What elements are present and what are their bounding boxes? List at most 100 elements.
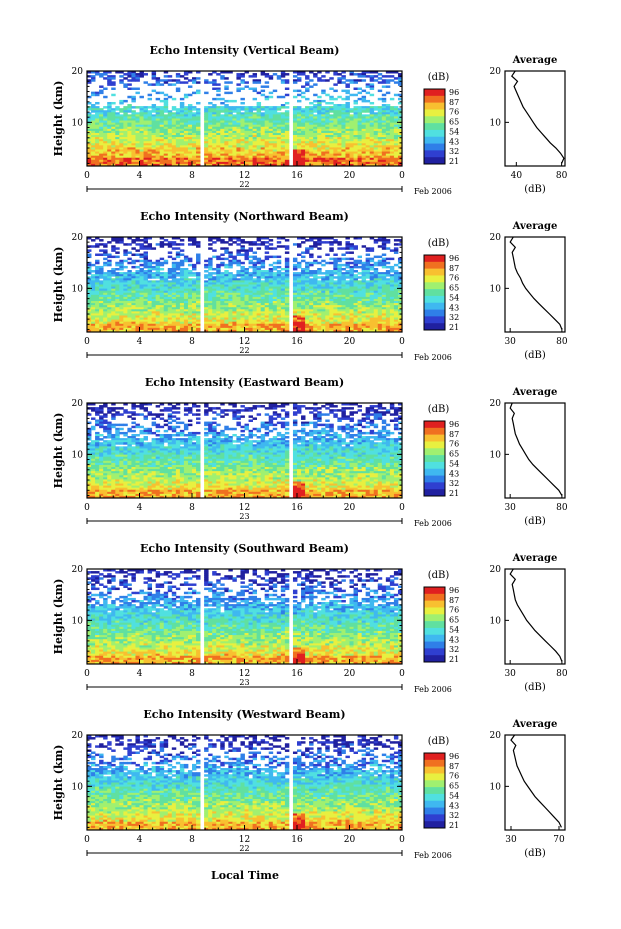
heatmap-cell [135,237,140,240]
heatmap-cell [135,301,140,304]
heatmap-cell [196,151,201,155]
heatmap-cell [236,155,241,159]
heatmap-cell [268,91,274,95]
heatmap-cell [99,282,104,285]
heatmap-cell [107,139,112,142]
heatmap-cell [103,126,108,130]
heatmap-cell [397,114,403,117]
heatmap-cell [103,294,108,298]
heatmap-cell [123,122,128,126]
heatmap-cell [280,315,286,318]
heatmap-cell [333,114,338,117]
heatmap-cell [232,108,237,111]
heatmap-cell [167,147,173,150]
heatmap-cell [256,139,262,142]
heatmap-cell [123,163,128,167]
heatmap-cell [240,286,245,290]
heatmap-cell [111,112,116,115]
heatmap-cell [276,311,282,314]
heatmap-cell [228,91,233,95]
heatmap-cell [131,259,136,263]
heatmap-cell [317,301,322,304]
heatmap-cell [163,130,169,134]
heatmap-cell [216,284,221,287]
heatmap-cell [268,307,274,310]
heatmap-cell [337,147,342,150]
heatmap-cell [236,149,241,152]
heatmap-cell [369,85,375,88]
heatmap-cell [183,81,189,84]
heatmap-cell [397,137,403,140]
heatmap-cell [183,282,189,285]
heatmap-cell [264,161,270,165]
heatmap-cell [297,155,302,159]
heatmap-cell [305,298,310,302]
heatmap-cell [313,159,318,163]
heatmap-cell [276,137,282,140]
heatmap-cell [183,126,189,130]
heatmap-cell [329,276,334,279]
heatmap-cell [397,153,403,157]
heatmap-cell [107,278,112,281]
heatmap-cell [236,296,241,300]
heatmap-cell [301,313,306,316]
heatmap-cell [228,276,233,279]
heatmap-cell [292,286,298,290]
heatmap-cell [147,145,153,148]
heatmap-cell [143,159,148,163]
heatmap-cell [228,128,233,132]
heatmap-cell [317,106,322,109]
heatmap-cell [280,71,286,74]
heatmap-cell [264,97,270,101]
heatmap-cell [179,303,185,306]
heatmap-cell [224,122,229,126]
heatmap-cell [292,294,298,298]
heatmap-cell [301,284,306,287]
heatmap-cell [171,307,177,310]
heatmap-cell [305,147,310,150]
heatmap-cell [305,97,310,101]
heatmap-cell [373,135,379,138]
heatmap-cell [393,294,399,298]
heatmap-cell [179,290,185,294]
heatmap-cell [216,147,221,150]
heatmap-cell [305,251,310,254]
heatmap-cell [143,292,148,296]
heatmap-cell [216,145,221,148]
heatmap-cell [175,122,181,126]
heatmap-cell [224,278,229,281]
heatmap-cell [232,153,237,157]
heatmap-cell [264,155,270,159]
heatmap-cell [103,135,108,138]
heatmap-cell [123,265,128,269]
heatmap-cell [119,259,124,263]
heatmap-cell [147,157,153,161]
heatmap-cell [107,126,112,130]
heatmap-cell [127,95,132,99]
heatmap-cell [220,296,225,300]
heatmap-cell [87,124,92,128]
heatmap-cell [155,243,161,246]
heatmap-cell [232,161,237,165]
heatmap-cell [301,159,306,163]
heatmap-cell [377,307,383,310]
heatmap-cell [212,126,217,130]
heatmap-cell [361,311,367,314]
heatmap-cell [337,309,342,312]
heatmap-cell [329,282,334,285]
heatmap-cell [204,296,209,300]
heatmap-cell [377,286,383,290]
heatmap-cell [187,284,193,287]
heatmap-cell [95,288,100,292]
heatmap-cell [333,272,338,275]
heatmap-cell [381,153,387,157]
heatmap-cell [119,155,124,159]
heatmap-cell [115,141,120,144]
heatmap-cell [309,317,314,321]
heatmap-cell [301,294,306,298]
heatmap-cell [309,272,314,275]
heatmap-cell [345,118,350,121]
heatmap-cell [301,298,306,302]
heatmap-cell [349,159,354,163]
heatmap-cell [131,313,136,316]
